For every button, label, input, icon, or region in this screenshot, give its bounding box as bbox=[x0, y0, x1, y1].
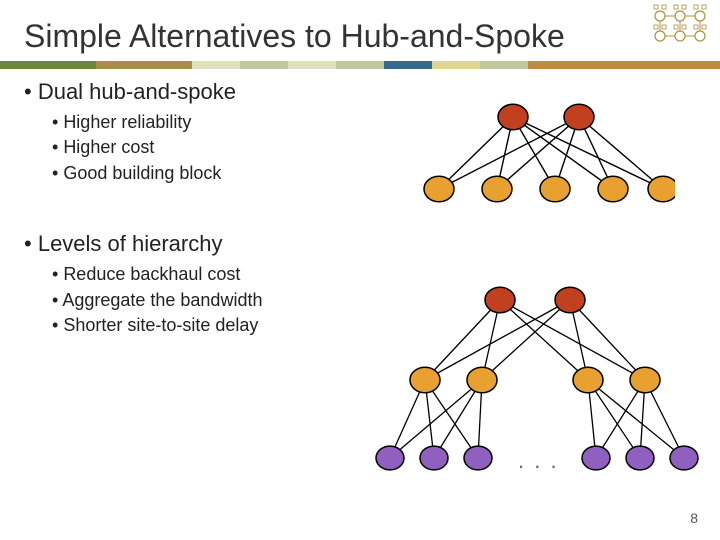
dual-hub-spoke-diagram bbox=[415, 95, 675, 210]
ellipsis-text: . . . bbox=[518, 448, 559, 474]
bullet: Reduce backhaul cost bbox=[52, 263, 332, 286]
corner-logo-icon bbox=[650, 4, 712, 50]
page-number: 8 bbox=[690, 510, 698, 526]
accent-color-bar bbox=[0, 61, 720, 69]
section-2-bullets: Reduce backhaul cost Aggregate the bandw… bbox=[52, 263, 332, 337]
section-heading-2: Levels of hierarchy bbox=[24, 231, 720, 257]
bullet: Aggregate the bandwidth bbox=[52, 289, 332, 312]
bullet: Shorter site-to-site delay bbox=[52, 314, 332, 337]
slide-title: Simple Alternatives to Hub-and-Spoke bbox=[0, 0, 720, 55]
